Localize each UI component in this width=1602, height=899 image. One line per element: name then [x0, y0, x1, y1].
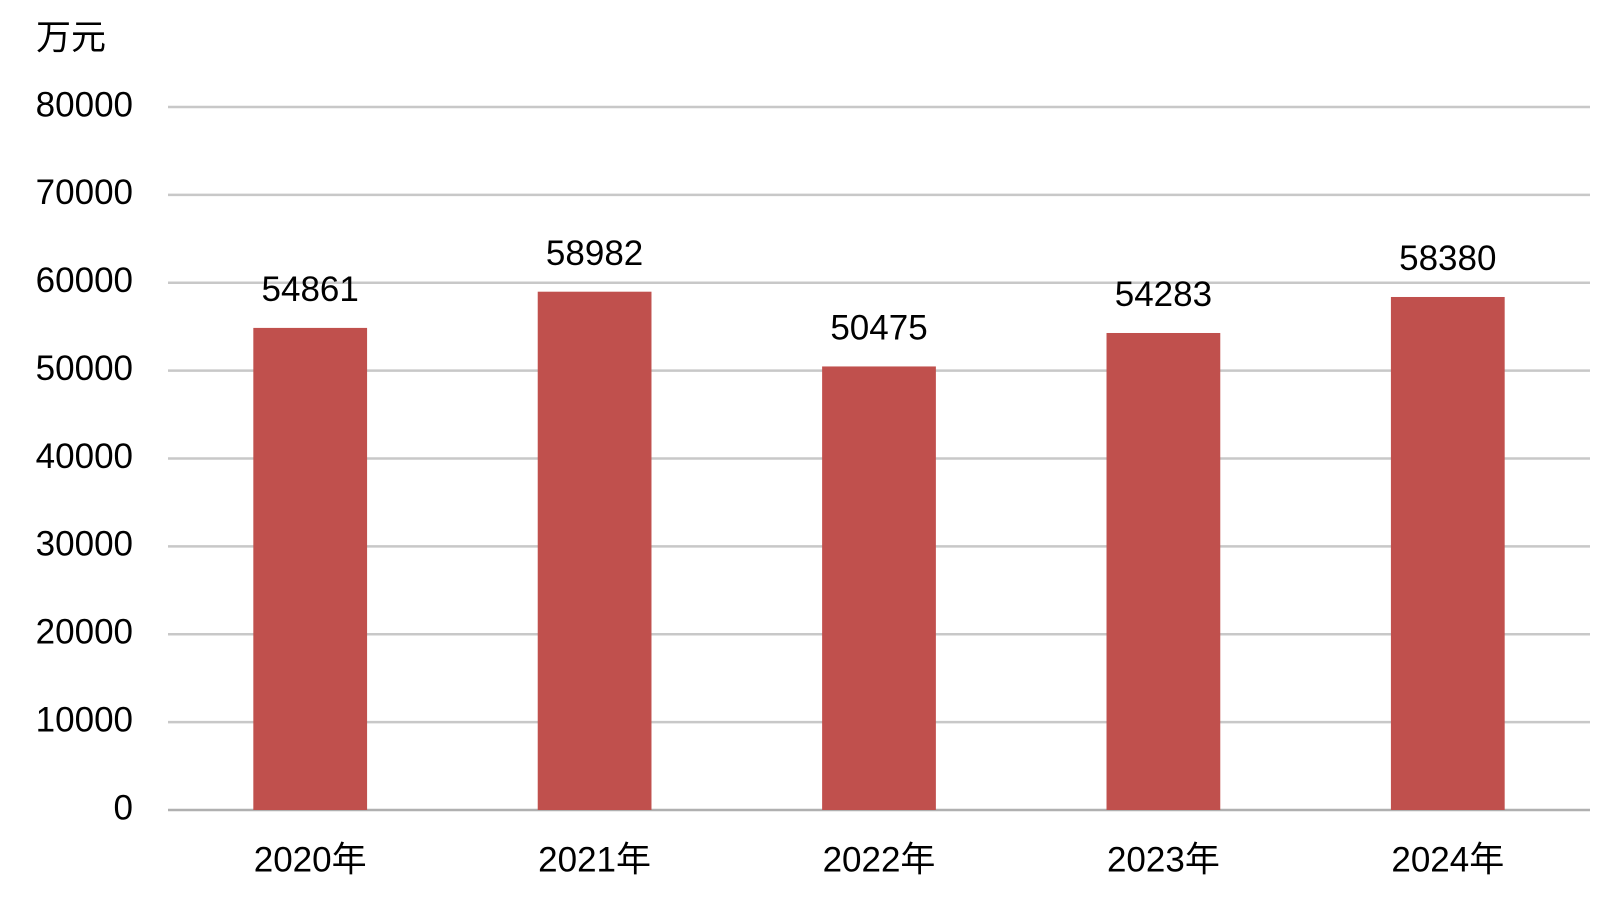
y-tick-label: 70000: [36, 173, 133, 212]
y-tick-label: 40000: [36, 437, 133, 476]
bar: [1390, 296, 1505, 811]
bar: [253, 327, 368, 810]
bar: [537, 291, 652, 810]
y-axis-unit: 万元: [36, 18, 106, 57]
y-tick-label: 50000: [36, 349, 133, 388]
data-label: 54861: [262, 270, 359, 309]
y-tick-label: 20000: [36, 613, 133, 652]
x-tick-label: 2023年: [1107, 840, 1220, 879]
x-tick-label: 2024年: [1391, 840, 1504, 879]
y-tick-label: 60000: [36, 261, 133, 300]
y-tick-label: 80000: [36, 85, 133, 124]
data-label: 58380: [1399, 239, 1496, 278]
data-label: 50475: [830, 309, 927, 348]
x-tick-label: 2021年: [538, 840, 651, 879]
x-tick-label: 2022年: [823, 840, 936, 879]
y-tick-label: 30000: [36, 525, 133, 564]
bar: [822, 366, 936, 810]
y-tick-label: 10000: [36, 700, 133, 739]
x-tick-label: 2020年: [254, 840, 367, 879]
data-label: 54283: [1115, 275, 1212, 314]
data-label: 58982: [546, 234, 643, 273]
y-tick-label: 0: [114, 788, 133, 827]
bar: [1106, 332, 1221, 810]
